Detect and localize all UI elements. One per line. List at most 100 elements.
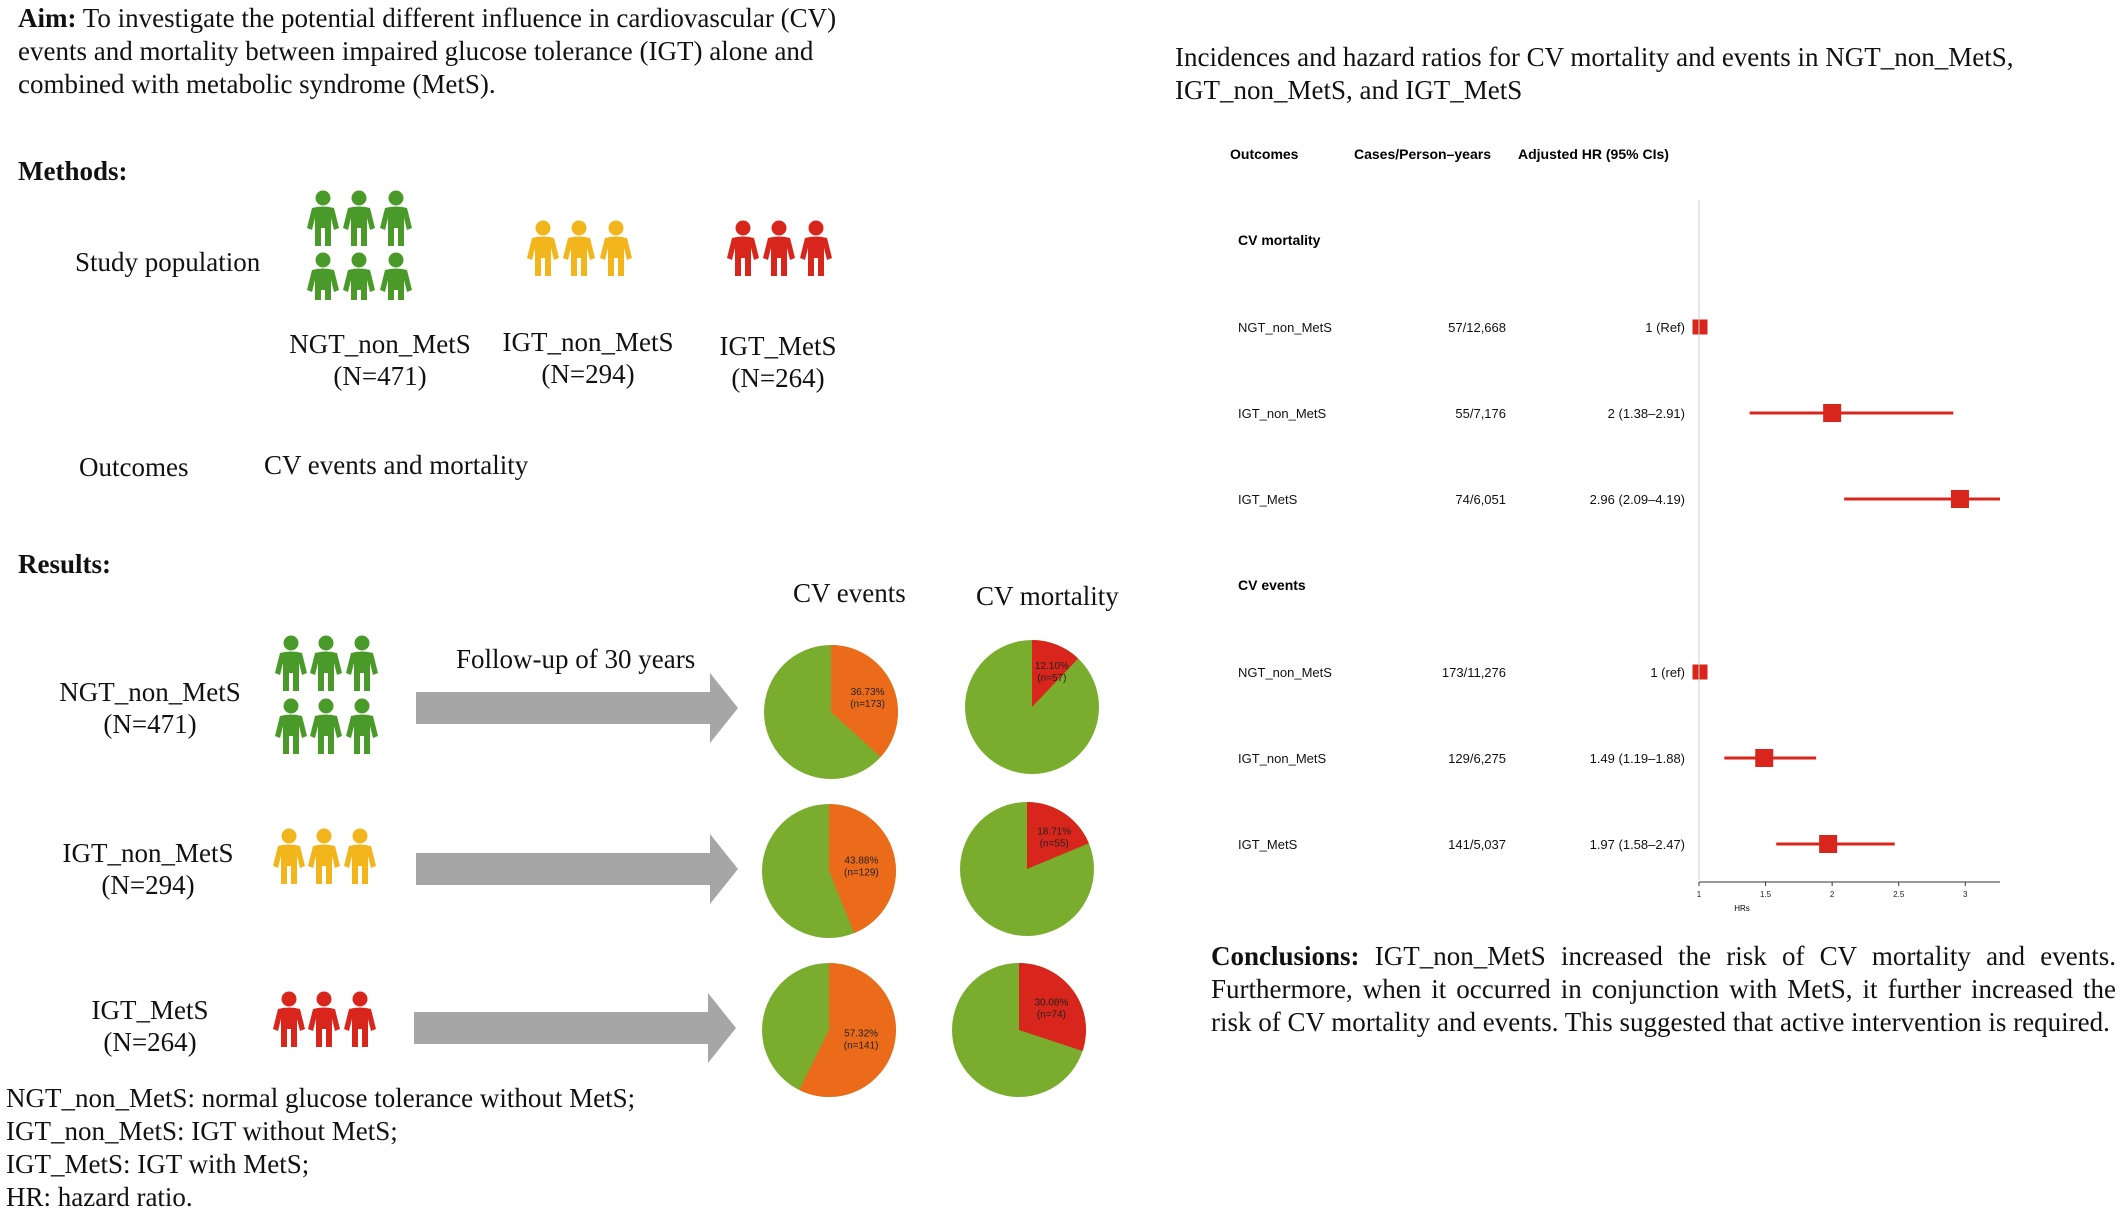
row-n: (N=264) — [103, 1027, 197, 1057]
pie-n-label: (n=129) — [844, 868, 879, 879]
row-hr-label: 1.97 (1.58–2.47) — [1590, 837, 1685, 852]
aim-section: Aim: To investigate the potential differ… — [18, 2, 898, 101]
row-cases-label: 141/5,037 — [1448, 837, 1506, 852]
forest-row: NGT_non_MetS 173/11,276 1 (ref) — [1238, 664, 1708, 680]
group-n: (N=264) — [731, 363, 825, 393]
group-n: (N=471) — [333, 361, 427, 391]
hr-marker — [1692, 664, 1708, 680]
pie-chart: 30.08%(n=74) — [952, 963, 1087, 1097]
method-group-igt-mets: IGT_MetS (N=264) — [678, 330, 878, 394]
row-name: IGT_non_MetS — [62, 838, 234, 868]
row-group-label: IGT_MetS — [1238, 492, 1298, 507]
row-name: NGT_non_MetS — [59, 677, 241, 707]
result-igt-non-mets-people-icon — [273, 828, 376, 884]
pie-chart: 18.71%(n=55) — [960, 802, 1094, 936]
col-header-hr: Adjusted HR (95% CIs) — [1518, 146, 1669, 162]
result-row-igt-non-mets: IGT_non_MetS (N=294) — [28, 837, 268, 901]
forest-plot: Outcomes Cases/Person–years Adjusted HR … — [1230, 146, 2000, 913]
pie-n-label: (n=57) — [1037, 673, 1066, 684]
results-graphics: 36.73%(n=173) 12.10%(n=57) 43.88%(n=129) 18… — [273, 635, 1099, 1097]
col-header-cases: Cases/Person–years — [1354, 146, 1491, 162]
row-cases-label: 129/6,275 — [1448, 751, 1506, 766]
x-tick-label: 1.5 — [1760, 890, 1772, 899]
pie-value-slice — [799, 963, 896, 1097]
outcomes-text: CV events and mortality — [264, 450, 529, 480]
pie-chart: 36.73%(n=173) — [764, 645, 899, 779]
row-group-label: IGT_MetS — [1238, 837, 1298, 852]
result-igt-mets-people-icon — [273, 991, 376, 1047]
row-n: (N=471) — [103, 709, 197, 739]
pie-value-slice — [1032, 640, 1079, 707]
forest-row: IGT_non_MetS 55/7,176 2 (1.38–2.91) — [1238, 404, 1954, 422]
hr-marker — [1823, 404, 1842, 422]
row-cases-label: 74/6,051 — [1455, 492, 1506, 507]
method-group-igt-non-mets: IGT_non_MetS (N=294) — [478, 326, 698, 390]
results-heading: Results: — [18, 549, 111, 579]
section-cv-events: CV events — [1238, 577, 1306, 593]
pie-chart: 12.10%(n=57) — [965, 640, 1099, 774]
pie-n-label: (n=74) — [1037, 1010, 1066, 1021]
row-hr-label: 2.96 (2.09–4.19) — [1590, 492, 1685, 507]
pie-value-slice — [831, 645, 899, 758]
col-events-label: CV events — [793, 578, 906, 608]
row-group-label: IGT_non_MetS — [1238, 406, 1326, 421]
pie-value-slice — [829, 804, 896, 934]
followup-label: Follow-up of 30 years — [456, 644, 696, 674]
group-n: (N=294) — [541, 359, 635, 389]
note-line: NGT_non_MetS: normal glucose tolerance w… — [6, 1083, 636, 1113]
pie-chart: 43.88%(n=129) — [762, 804, 896, 938]
pie-percent-label: 57.32% — [844, 1029, 878, 1040]
x-tick-label: 2 — [1830, 890, 1835, 899]
conclusions-text: IGT_non_MetS increased the risk of CV mo… — [1211, 941, 2116, 1037]
x-axis-label: HRs — [1734, 904, 1750, 913]
conclusions-section: Conclusions: IGT_non_MetS increased the … — [1211, 940, 2116, 1039]
conclusions-label: Conclusions: — [1211, 941, 1360, 971]
pie-percent-label: 18.71% — [1037, 827, 1071, 838]
forest-plot-title: Incidences and hazard ratios for CV mort… — [1175, 42, 2014, 105]
forest-row: IGT_MetS 141/5,037 1.97 (1.58–2.47) — [1238, 835, 1895, 853]
pie-value-slice — [1027, 802, 1089, 869]
hr-marker — [1755, 749, 1774, 767]
row-group-label: NGT_non_MetS — [1238, 320, 1332, 335]
group-name: IGT_MetS — [719, 331, 837, 361]
forest-row: NGT_non_MetS 57/12,668 1 (Ref) — [1238, 319, 1708, 335]
pie-n-label: (n=173) — [850, 699, 885, 710]
note-line: IGT_non_MetS: IGT without MetS; — [6, 1116, 398, 1146]
method-group-ngt: NGT_non_MetS (N=471) — [270, 328, 490, 392]
followup-arrow — [416, 673, 738, 743]
row-cases-label: 55/7,176 — [1455, 406, 1506, 421]
hr-marker — [1692, 319, 1708, 335]
row-hr-label: 2 (1.38–2.91) — [1608, 406, 1685, 421]
pie-percent-label: 12.10% — [1035, 661, 1069, 672]
col-mortality-label: CV mortality — [976, 581, 1119, 611]
pie-percent-label: 43.88% — [844, 856, 878, 867]
pie-percent-label: 30.08% — [1034, 998, 1068, 1009]
pie-n-label: (n=55) — [1040, 839, 1069, 850]
pie-chart: 57.32%(n=141) — [762, 963, 896, 1097]
forest-row: IGT_MetS 74/6,051 2.96 (2.09–4.19) — [1238, 490, 2000, 508]
row-hr-label: 1.49 (1.19–1.88) — [1590, 751, 1685, 766]
group-name: NGT_non_MetS — [289, 329, 471, 359]
abbreviation-notes: NGT_non_MetS: normal glucose tolerance w… — [6, 1082, 635, 1214]
row-cases-label: 57/12,668 — [1448, 320, 1506, 335]
row-group-label: IGT_non_MetS — [1238, 751, 1326, 766]
followup-arrow — [414, 993, 736, 1063]
col-header-outcomes: Outcomes — [1230, 146, 1299, 162]
x-tick-label: 2.5 — [1893, 890, 1905, 899]
row-hr-label: 1 (Ref) — [1645, 320, 1685, 335]
x-tick-label: 3 — [1963, 890, 1968, 899]
section-cv-mortality: CV mortality — [1238, 232, 1321, 248]
aim-label: Aim: — [18, 3, 77, 33]
followup-arrow — [416, 834, 738, 904]
forest-row: IGT_non_MetS 129/6,275 1.49 (1.19–1.88) — [1238, 749, 1817, 767]
pie-percent-label: 36.73% — [851, 687, 885, 698]
row-cases-label: 173/11,276 — [1442, 665, 1506, 680]
x-tick-label: 1 — [1697, 890, 1702, 899]
study-population-label: Study population — [75, 247, 261, 277]
row-hr-label: 1 (ref) — [1650, 665, 1685, 680]
note-line: IGT_MetS: IGT with MetS; — [6, 1149, 310, 1179]
methods-heading: Methods: — [18, 156, 128, 186]
row-n: (N=294) — [101, 870, 195, 900]
hr-marker — [1819, 835, 1838, 853]
pie-value-slice — [1019, 963, 1087, 1052]
